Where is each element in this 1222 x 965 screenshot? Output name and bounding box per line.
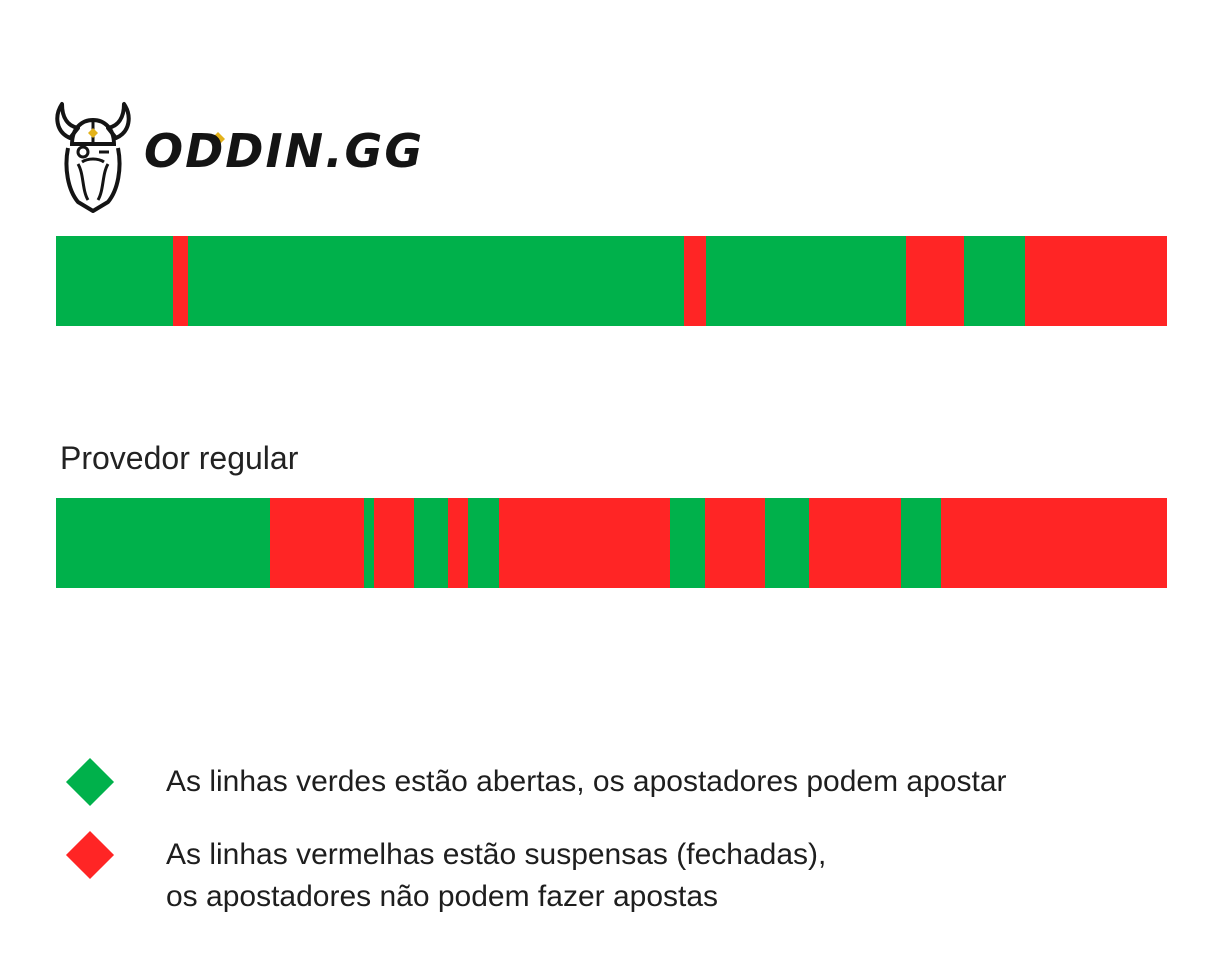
legend-text-open: As linhas verdes estão abertas, os apost…: [166, 765, 1007, 798]
viking-head-icon: [55, 102, 131, 213]
logo-wordmark: ODDIN.GG: [144, 124, 425, 178]
legend-text-suspended-line2: os apostadores não podem fazer apostas: [166, 880, 719, 913]
timeline-regular-segment-suspended: [704, 498, 765, 588]
logo-accent-diamond: [211, 132, 225, 146]
timeline-regular: [56, 498, 1167, 588]
timeline-regular-segment-open: [413, 498, 449, 588]
timeline-regular-segment-suspended: [941, 498, 1167, 588]
timeline-regular-segment-open: [670, 498, 705, 588]
timeline-regular-label: Provedor regular: [60, 440, 299, 476]
timeline-oddin-segment-open: [56, 236, 173, 326]
timeline-regular-segment-suspended: [499, 498, 671, 588]
timeline-regular-segment-open: [363, 498, 374, 588]
timeline-regular-segment-suspended: [809, 498, 902, 588]
timeline-regular-segment-open: [764, 498, 810, 588]
timeline-oddin-segment-suspended: [683, 236, 706, 326]
timeline-oddin: [56, 236, 1167, 326]
timeline-regular-segment-suspended: [448, 498, 469, 588]
timeline-regular-segment-suspended: [270, 498, 364, 588]
timeline-oddin-segment-suspended: [905, 236, 964, 326]
green-diamond-icon: [65, 757, 115, 807]
timeline-regular-segment-open: [56, 498, 271, 588]
timeline-oddin-segment-open: [963, 236, 1025, 326]
timeline-regular-segment-suspended: [373, 498, 414, 588]
red-diamond-icon: [65, 830, 115, 880]
timeline-oddin-segment-suspended: [1024, 236, 1167, 326]
timeline-oddin-segment-open: [188, 236, 684, 326]
timeline-oddin-segment-suspended: [172, 236, 189, 326]
legend-text-suspended-line1: As linhas vermelhas estão suspensas (fec…: [166, 838, 827, 871]
timeline-regular-segment-open: [468, 498, 500, 588]
oddin-logo: ODDIN.GG: [52, 98, 422, 213]
timeline-oddin-segment-open: [705, 236, 906, 326]
timeline-regular-segment-open: [901, 498, 942, 588]
